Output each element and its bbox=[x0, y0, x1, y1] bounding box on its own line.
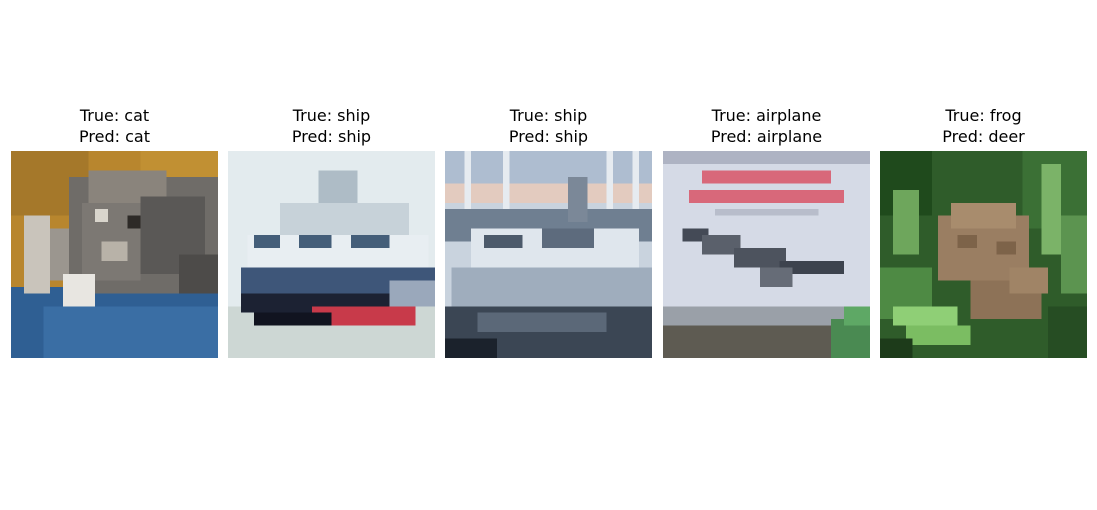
panel-title: True: ship Pred: ship bbox=[445, 105, 652, 151]
true-label: True: ship bbox=[292, 106, 371, 125]
sample-panel-1: True: cat Pred: cat bbox=[11, 105, 218, 358]
panel-title: True: frog Pred: deer bbox=[880, 105, 1087, 151]
panel-title: True: airplane Pred: airplane bbox=[663, 105, 870, 151]
pred-label: Pred: cat bbox=[79, 127, 150, 146]
ship-image bbox=[228, 151, 435, 358]
pred-label: Pred: ship bbox=[291, 127, 372, 146]
pred-label: Pred: deer bbox=[942, 127, 1025, 146]
pred-label: Pred: airplane bbox=[710, 127, 823, 146]
sample-panel-5: True: frog Pred: deer bbox=[880, 105, 1087, 358]
pred-label: Pred: ship bbox=[508, 127, 589, 146]
sample-panel-3: True: ship Pred: ship bbox=[445, 105, 652, 358]
panel-title: True: ship Pred: ship bbox=[228, 105, 435, 151]
panel-title: True: cat Pred: cat bbox=[11, 105, 218, 151]
true-label: True: ship bbox=[509, 106, 588, 125]
true-label: True: frog bbox=[945, 106, 1022, 125]
true-label: True: cat bbox=[79, 106, 150, 125]
ship-image bbox=[445, 151, 652, 358]
airplane-image bbox=[663, 151, 870, 358]
sample-panel-4: True: airplane Pred: airplane bbox=[663, 105, 870, 358]
true-label: True: airplane bbox=[711, 106, 822, 125]
sample-panel-2: True: ship Pred: ship bbox=[228, 105, 435, 358]
cat-image bbox=[11, 151, 218, 358]
frog-image bbox=[880, 151, 1087, 358]
